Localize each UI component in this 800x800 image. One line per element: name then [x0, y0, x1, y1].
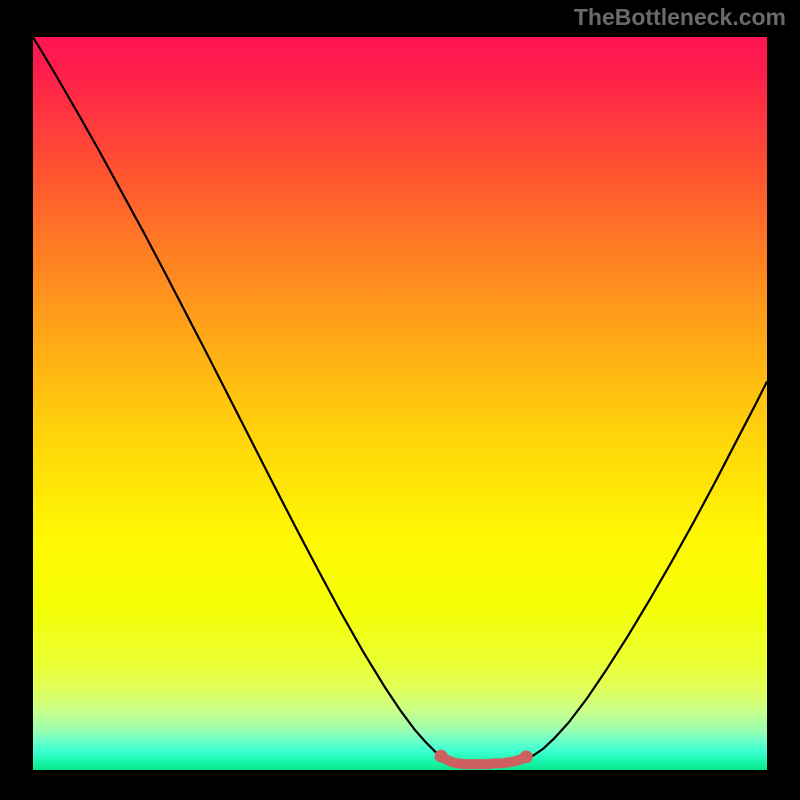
watermark-label: TheBottleneck.com [574, 4, 786, 30]
chart-svg [33, 37, 767, 770]
watermark-text: TheBottleneck.com [574, 4, 786, 31]
chart-plot-area [33, 37, 767, 770]
segment-end-dot [435, 750, 448, 763]
segment-end-dot [520, 750, 533, 763]
chart-background [33, 37, 767, 770]
